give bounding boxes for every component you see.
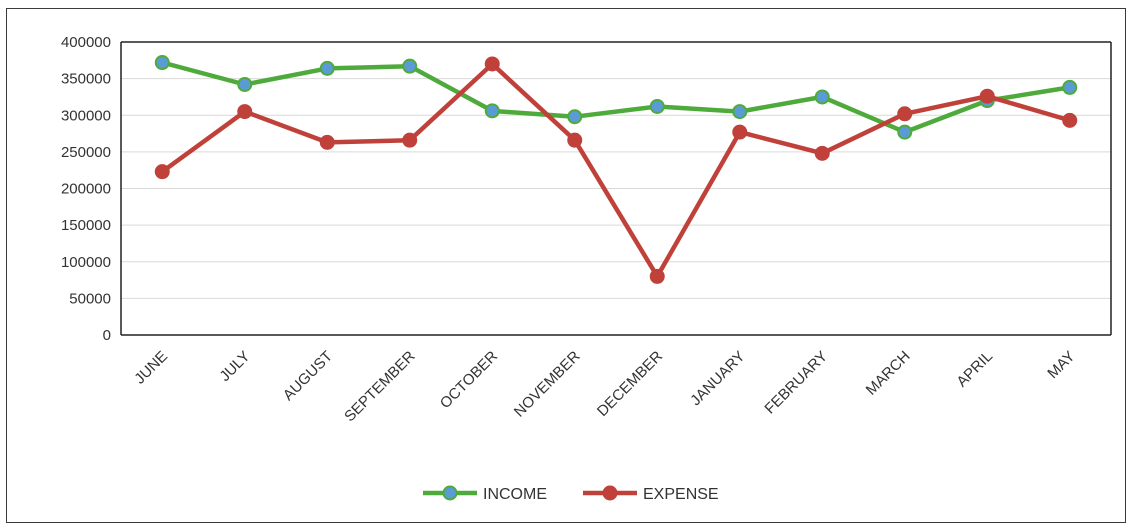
- x-tick-label-may: MAY: [1044, 348, 1078, 382]
- series-expense: [154, 56, 1078, 284]
- x-tick-labels: JUNE JULY AUGUST SEPTEMBER OCTOBER NOVEMBER DE…: [131, 348, 1078, 426]
- legend-swatch-marker: [602, 485, 618, 501]
- x-tick-label-june: JUNE: [131, 348, 171, 388]
- point-income-february: [814, 89, 830, 105]
- point-expense-january: [732, 124, 748, 140]
- x-tick-label-december: DECEMBER: [594, 348, 666, 420]
- point-income-november: [567, 109, 583, 125]
- series-income: [154, 55, 1078, 140]
- y-tick-label: 350000: [61, 71, 111, 88]
- x-tick-label-august: AUGUST: [280, 348, 336, 404]
- y-tick-label: 50000: [69, 290, 111, 307]
- legend-label-income: INCOME: [483, 486, 547, 503]
- y-tick-label: 250000: [61, 144, 111, 161]
- legend-label-expense: EXPENSE: [643, 486, 719, 503]
- chart-frame: [6, 8, 1126, 523]
- x-tick-label-november: NOVEMBER: [511, 348, 584, 421]
- point-expense-march: [897, 106, 913, 122]
- point-income-june: [154, 55, 170, 71]
- point-expense-december: [649, 268, 665, 284]
- y-tick-label: 0: [103, 327, 111, 344]
- point-income-march: [897, 124, 913, 140]
- point-expense-october: [484, 56, 500, 72]
- point-expense-november: [567, 132, 583, 148]
- point-expense-september: [402, 132, 418, 148]
- y-tick-label: 150000: [61, 217, 111, 234]
- y-tick-label: 300000: [61, 107, 111, 124]
- point-income-may: [1062, 79, 1078, 95]
- x-tick-label-april: APRIL: [953, 348, 996, 391]
- point-expense-february: [814, 145, 830, 161]
- x-tick-label-october: OCTOBER: [437, 348, 501, 412]
- x-tick-label-september: SEPTEMBER: [341, 348, 419, 426]
- legend-swatch-marker: [442, 485, 458, 501]
- y-tick-label: 100000: [61, 254, 111, 271]
- series-line-expense: [160, 61, 1073, 279]
- legend: INCOME EXPENSE: [423, 485, 719, 503]
- point-income-january: [732, 104, 748, 120]
- x-tick-label-february: FEBRUARY: [761, 348, 831, 418]
- point-income-september: [402, 58, 418, 74]
- y-tick-label: 200000: [61, 181, 111, 198]
- series-line-income: [160, 60, 1073, 135]
- legend-item-expense: EXPENSE: [583, 485, 719, 503]
- point-income-july: [237, 76, 253, 92]
- point-expense-july: [237, 104, 253, 120]
- point-expense-may: [1062, 112, 1078, 128]
- x-tick-label-january: JANUARY: [687, 348, 748, 409]
- series: [154, 55, 1078, 284]
- point-expense-august: [319, 134, 335, 150]
- point-expense-june: [154, 164, 170, 180]
- point-income-august: [319, 60, 335, 76]
- point-income-december: [649, 98, 665, 114]
- x-tick-label-march: MARCH: [863, 348, 914, 399]
- x-tick-label-july: JULY: [216, 348, 253, 385]
- y-tick-label: 400000: [61, 34, 111, 51]
- legend-item-income: INCOME: [423, 485, 547, 503]
- point-expense-april: [979, 88, 995, 104]
- point-income-october: [484, 103, 500, 119]
- y-tick-labels: 0 50000 100000 150000 200000 250000 300000 3500…: [61, 34, 111, 344]
- axes: [120, 41, 1112, 336]
